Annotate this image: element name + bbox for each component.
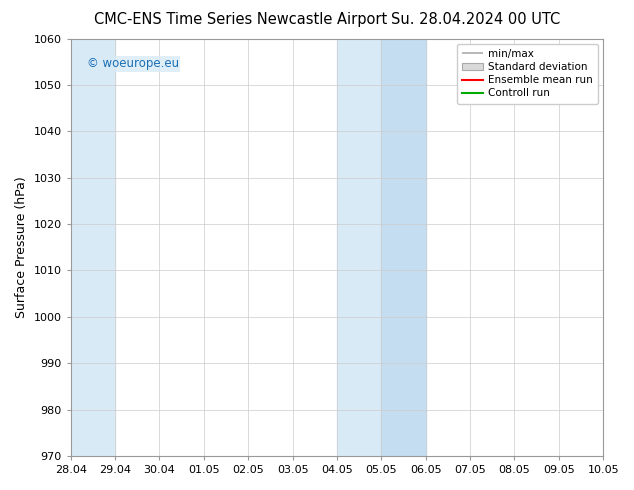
Bar	[71, 39, 115, 456]
Y-axis label: Surface Pressure (hPa): Surface Pressure (hPa)	[15, 176, 28, 318]
Bar	[381, 39, 425, 456]
Bar	[337, 39, 381, 456]
Text: © woeurope.eu: © woeurope.eu	[87, 57, 179, 71]
Text: CMC-ENS Time Series Newcastle Airport: CMC-ENS Time Series Newcastle Airport	[94, 12, 387, 27]
Legend: min/max, Standard deviation, Ensemble mean run, Controll run: min/max, Standard deviation, Ensemble me…	[456, 44, 598, 103]
Text: Su. 28.04.2024 00 UTC: Su. 28.04.2024 00 UTC	[391, 12, 560, 27]
